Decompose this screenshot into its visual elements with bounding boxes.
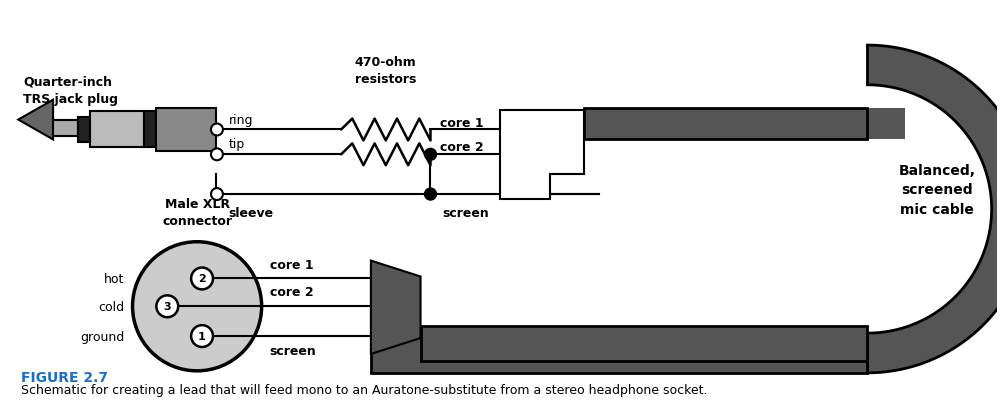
Text: core 2: core 2 <box>440 141 484 154</box>
Text: FIGURE 2.7: FIGURE 2.7 <box>21 370 108 384</box>
FancyBboxPatch shape <box>78 117 90 143</box>
Text: sleeve: sleeve <box>229 207 274 220</box>
Circle shape <box>211 149 223 161</box>
Text: ring: ring <box>229 113 253 126</box>
Circle shape <box>133 242 262 371</box>
FancyBboxPatch shape <box>584 109 867 140</box>
Circle shape <box>191 325 213 347</box>
Text: 1: 1 <box>198 331 206 341</box>
Text: ground: ground <box>80 330 125 343</box>
Polygon shape <box>371 261 421 354</box>
Text: Schematic for creating a lead that will feed mono to an Auratone-substitute from: Schematic for creating a lead that will … <box>21 383 708 396</box>
Text: screen: screen <box>442 207 489 220</box>
FancyBboxPatch shape <box>865 109 905 140</box>
FancyBboxPatch shape <box>371 333 867 373</box>
Text: Male XLR
connector: Male XLR connector <box>162 197 232 227</box>
Text: core 2: core 2 <box>270 286 313 298</box>
Text: core 1: core 1 <box>440 116 484 129</box>
Text: cold: cold <box>98 300 125 313</box>
FancyBboxPatch shape <box>144 111 156 148</box>
Text: hot: hot <box>104 272 125 285</box>
Polygon shape <box>867 46 1000 373</box>
Circle shape <box>156 296 178 318</box>
FancyBboxPatch shape <box>371 333 867 373</box>
Circle shape <box>211 189 223 200</box>
Text: Quarter-inch
TRS jack plug: Quarter-inch TRS jack plug <box>23 76 118 106</box>
Circle shape <box>211 124 223 136</box>
Text: core 1: core 1 <box>270 258 313 271</box>
Text: Balanced,
screened
mic cable: Balanced, screened mic cable <box>898 163 975 216</box>
FancyBboxPatch shape <box>53 120 78 137</box>
Text: tip: tip <box>229 138 245 151</box>
Polygon shape <box>18 100 53 140</box>
Polygon shape <box>500 111 584 200</box>
FancyBboxPatch shape <box>90 111 144 148</box>
Text: screen: screen <box>270 344 316 357</box>
Text: 470-ohm
resistors: 470-ohm resistors <box>355 56 417 86</box>
FancyBboxPatch shape <box>156 109 216 152</box>
Text: 2: 2 <box>198 274 206 284</box>
FancyBboxPatch shape <box>421 326 867 361</box>
Circle shape <box>191 268 213 290</box>
Text: 3: 3 <box>163 302 171 311</box>
Circle shape <box>425 189 436 200</box>
Circle shape <box>425 149 436 161</box>
